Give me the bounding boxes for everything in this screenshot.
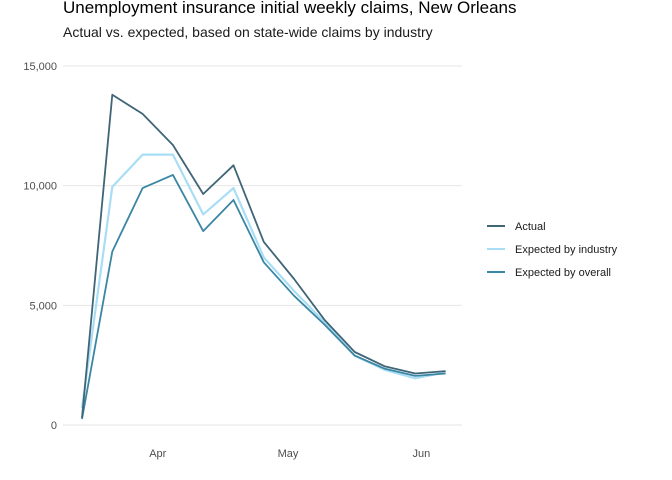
legend-item: Expected by overall xyxy=(487,267,611,279)
chart-subtitle: Actual vs. expected, based on state-wide… xyxy=(63,24,433,40)
series-lines xyxy=(80,93,446,420)
x-tick-label: Jun xyxy=(412,448,430,460)
series-line-actual xyxy=(81,93,446,418)
gridlines xyxy=(63,65,462,426)
x-tick-label: Apr xyxy=(149,448,166,460)
series-line-expected-by-overall xyxy=(81,173,446,420)
legend-item: Expected by industry xyxy=(487,244,618,256)
chart-title: Unemployment insurance initial weekly cl… xyxy=(63,0,517,17)
x-tick-label: May xyxy=(278,448,299,460)
y-axis-ticks: 0 5,000 10,000 15,000 xyxy=(23,61,57,432)
legend-label: Expected by overall xyxy=(515,267,611,279)
y-tick-label: 10,000 xyxy=(23,181,57,193)
series-line-expected-by-industry xyxy=(80,153,446,409)
y-tick-label: 0 xyxy=(51,420,57,432)
y-tick-label: 15,000 xyxy=(23,61,57,73)
legend: Actual Expected by industry Expected by ov… xyxy=(487,221,618,279)
x-axis-ticks: Apr May Jun xyxy=(149,448,430,460)
y-tick-label: 5,000 xyxy=(29,300,57,312)
legend-item: Actual xyxy=(487,221,546,233)
legend-label: Actual xyxy=(515,221,546,233)
legend-label: Expected by industry xyxy=(515,244,618,256)
